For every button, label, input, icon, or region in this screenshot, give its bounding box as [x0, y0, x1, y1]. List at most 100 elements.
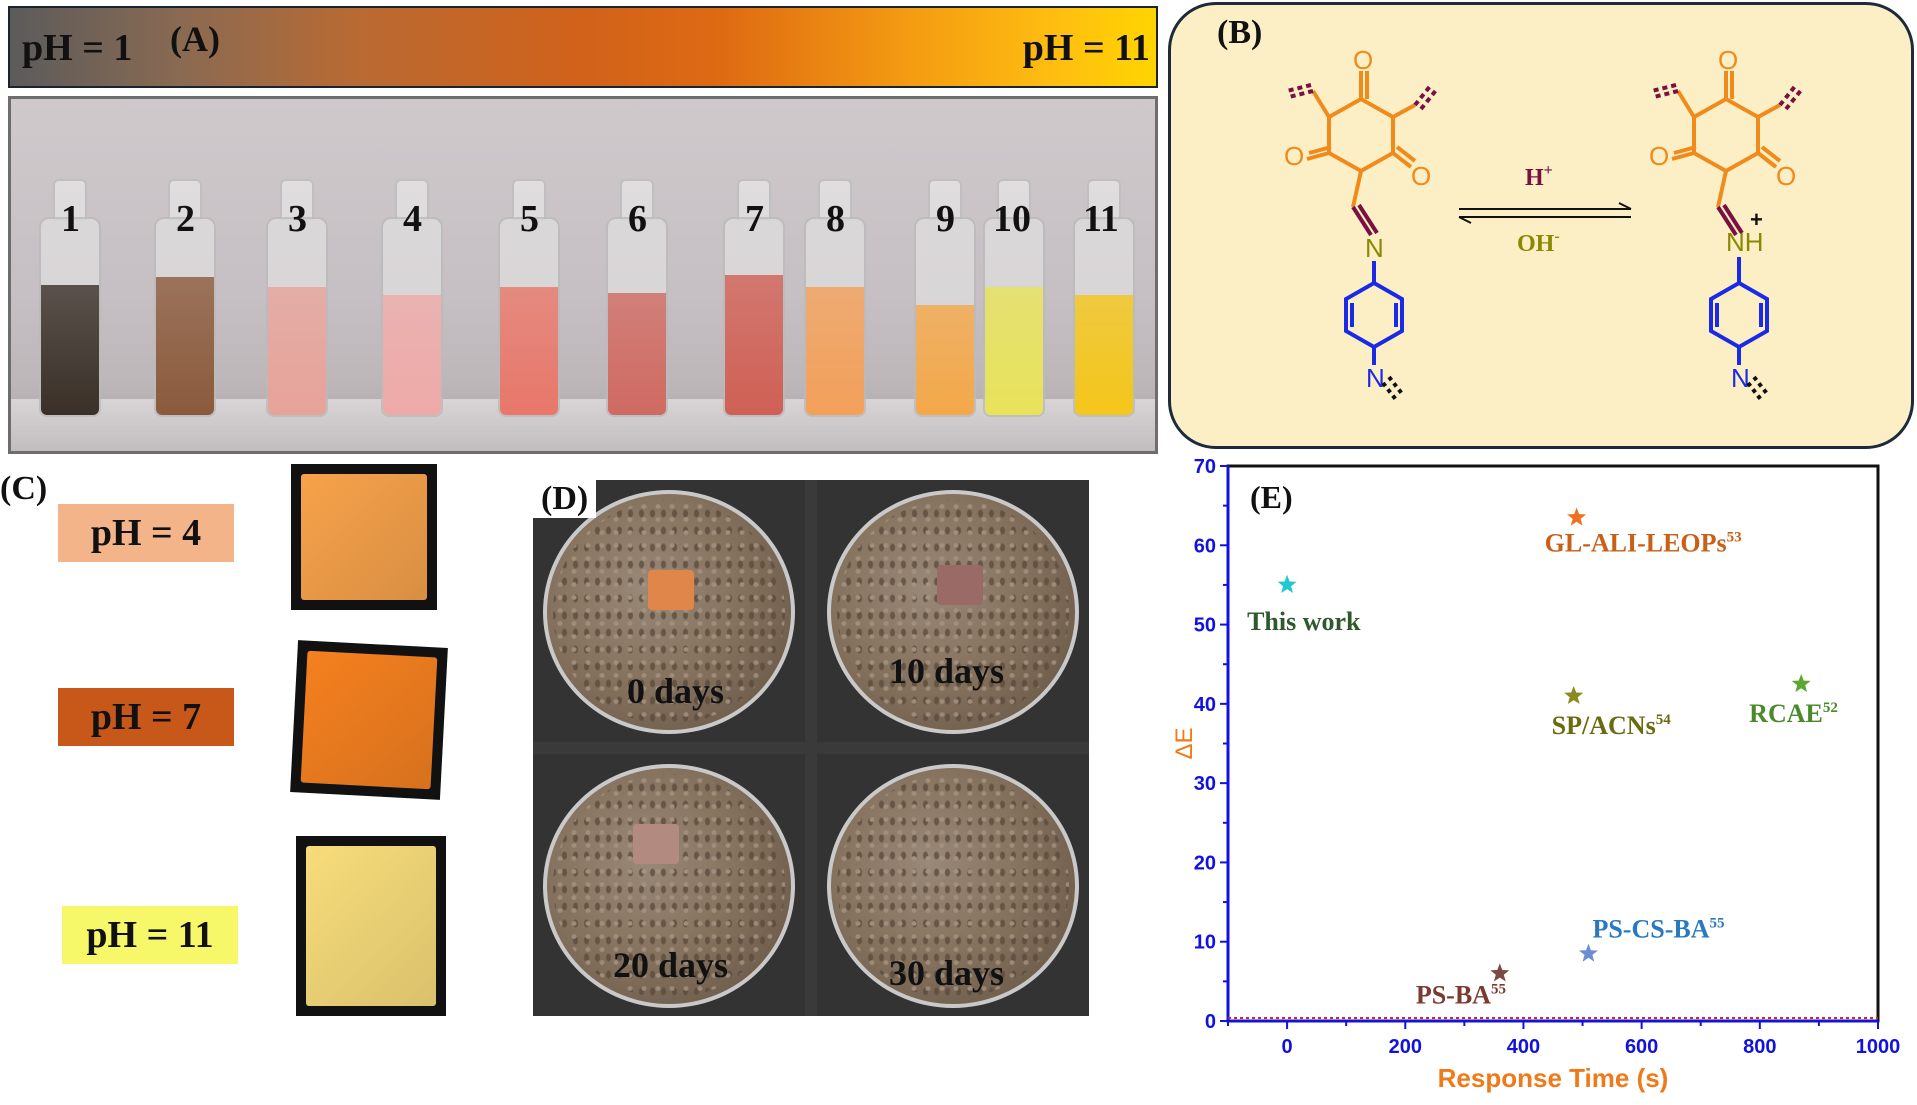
indicator-film: [306, 846, 436, 1006]
vial-liquid: [916, 305, 974, 415]
vial-number: 1: [61, 198, 80, 240]
vial-number: 8: [826, 198, 845, 240]
data-point-star: [1490, 963, 1510, 982]
indicator-film-photo: [291, 464, 437, 610]
petri-dish: [827, 490, 1079, 734]
oxygen-label: O: [1776, 161, 1796, 191]
point-label: SP/ACNs54: [1552, 711, 1672, 740]
positive-charge: +: [1750, 207, 1763, 232]
vial: [804, 179, 866, 417]
film-sample: [937, 565, 983, 605]
days-label: 10 days: [889, 651, 1005, 691]
x-axis-label: Response Time (s): [1438, 1063, 1669, 1093]
vial-number: 3: [288, 198, 307, 240]
vial-neck: [818, 179, 852, 221]
vial-body: [381, 217, 443, 417]
y-tick-label: 70: [1194, 456, 1216, 478]
days-label: 0 days: [627, 671, 725, 711]
imine-molecule: O O O N N: [1284, 45, 1439, 403]
vial-liquid: [500, 287, 558, 415]
vial-liquid: [985, 287, 1043, 415]
ph-swatch-label: pH = 7: [58, 688, 234, 746]
vial-liquid: [725, 275, 783, 415]
vial-liquid: [268, 287, 326, 415]
vial-body: [39, 217, 101, 417]
y-tick-label: 60: [1194, 535, 1216, 557]
panel-e-scatter-chart: 0 200 400 600 800 1000 0 10 20 30 40 50 60 70 Response…: [1160, 450, 1917, 1100]
point-label: This work: [1247, 607, 1361, 636]
vial-liquid: [156, 277, 214, 415]
petri-dish: [543, 764, 795, 1008]
data-point-star: [1564, 685, 1584, 704]
y-tick-label: 40: [1194, 694, 1216, 716]
vial-liquid: [1075, 295, 1133, 415]
x-tick-label: 400: [1507, 1036, 1540, 1058]
nitrogen-label: N: [1365, 233, 1384, 263]
vial-number: 4: [403, 198, 422, 240]
x-tick-label: 800: [1743, 1036, 1776, 1058]
soil-dish-photo: 10 days: [817, 480, 1089, 742]
vial-neck: [168, 179, 202, 221]
svg-text:H+: H+: [1525, 162, 1553, 191]
panel-e-label: (E): [1250, 479, 1293, 515]
vial: [381, 179, 443, 417]
vial-liquid: [41, 285, 99, 415]
soil-dish-photo: 20 days: [533, 754, 805, 1016]
days-label: 20 days: [613, 945, 729, 985]
point-label: PS-CS-BA55: [1592, 915, 1724, 944]
y-axis-label: ΔE: [1171, 727, 1198, 759]
data-point-star: [1578, 943, 1598, 962]
vial: [983, 179, 1045, 417]
vial-body: [914, 217, 976, 417]
vial: [1073, 179, 1135, 417]
film-sample: [648, 570, 694, 610]
vial: [498, 179, 560, 417]
data-point-star: [1567, 507, 1587, 526]
y-tick-label: 0: [1205, 1011, 1216, 1033]
film-sample: [633, 824, 679, 864]
point-label: PS-BA55: [1416, 980, 1506, 1009]
vial-body: [154, 217, 216, 417]
indicator-film: [301, 474, 427, 600]
soil-dish-photo: 0 days: [533, 480, 805, 742]
ph-start-label: pH = 1: [22, 27, 133, 69]
vial-number: 5: [520, 198, 539, 240]
indicator-film: [300, 650, 438, 790]
days-label: 30 days: [889, 953, 1005, 993]
vial: [154, 179, 216, 417]
reverse-reagent-sup: -: [1554, 228, 1559, 245]
vial: [39, 179, 101, 417]
vial-neck: [395, 179, 429, 221]
y-tick-label: 50: [1194, 615, 1216, 637]
vial-body: [723, 217, 785, 417]
ph-swatch-label: pH = 11: [62, 906, 238, 964]
vial-number: 11: [1083, 198, 1119, 240]
vial-body: [1073, 217, 1135, 417]
vial-neck: [620, 179, 654, 221]
y-tick-label: 10: [1194, 932, 1216, 954]
svg-text:OH-: OH-: [1517, 228, 1560, 257]
reaction-scheme-svg: (B) O O O N: [1217, 14, 1804, 403]
ph-swatch-label: pH = 4: [58, 504, 234, 562]
vial-number: 10: [993, 198, 1031, 240]
vial-number: 9: [936, 198, 955, 240]
indicator-film-photo: [296, 836, 446, 1016]
x-tick-label: 0: [1282, 1036, 1293, 1058]
vial-body: [266, 217, 328, 417]
panel-b-reaction-scheme: (B) O O O N: [1168, 2, 1914, 449]
equilibrium-arrows: H+ OH-: [1458, 162, 1632, 257]
vial-photo: 1 2 3 4 5 6 7 8 9 10 11: [8, 96, 1158, 454]
vial-number: 2: [176, 198, 195, 240]
vial: [723, 179, 785, 417]
vial-number: 6: [628, 198, 647, 240]
panel-c-label: (C): [0, 470, 48, 507]
indicator-film-photo: [290, 640, 448, 800]
oxygen-label: O: [1353, 45, 1373, 75]
nitrogen-label: N: [1731, 363, 1750, 393]
x-tick-label: 1000: [1856, 1036, 1901, 1058]
data-point-star: [1277, 574, 1297, 593]
vial-liquid: [806, 287, 864, 415]
point-label: GL-ALI-LEOPs53: [1545, 529, 1742, 558]
vial-liquid: [608, 293, 666, 415]
x-tick-label: 600: [1625, 1036, 1658, 1058]
